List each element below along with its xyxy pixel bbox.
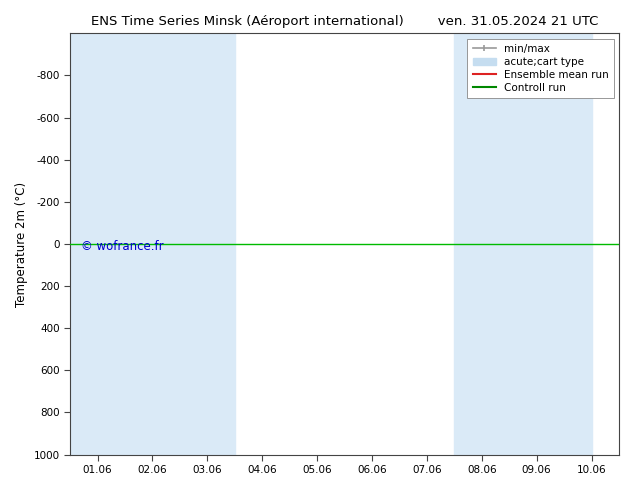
- Bar: [180, 33, 235, 455]
- Legend: min/max, acute;cart type, Ensemble mean run, Controll run: min/max, acute;cart type, Ensemble mean …: [467, 39, 614, 98]
- Text: © wofrance.fr: © wofrance.fr: [81, 240, 164, 252]
- Bar: [564, 33, 592, 455]
- Y-axis label: Temperature 2m (°C): Temperature 2m (°C): [15, 181, 28, 307]
- Bar: [509, 33, 564, 455]
- Bar: [455, 33, 509, 455]
- Title: ENS Time Series Minsk (Aéroport international)        ven. 31.05.2024 21 UTC: ENS Time Series Minsk (Aéroport internat…: [91, 15, 598, 28]
- Bar: [125, 33, 180, 455]
- Bar: [70, 33, 125, 455]
